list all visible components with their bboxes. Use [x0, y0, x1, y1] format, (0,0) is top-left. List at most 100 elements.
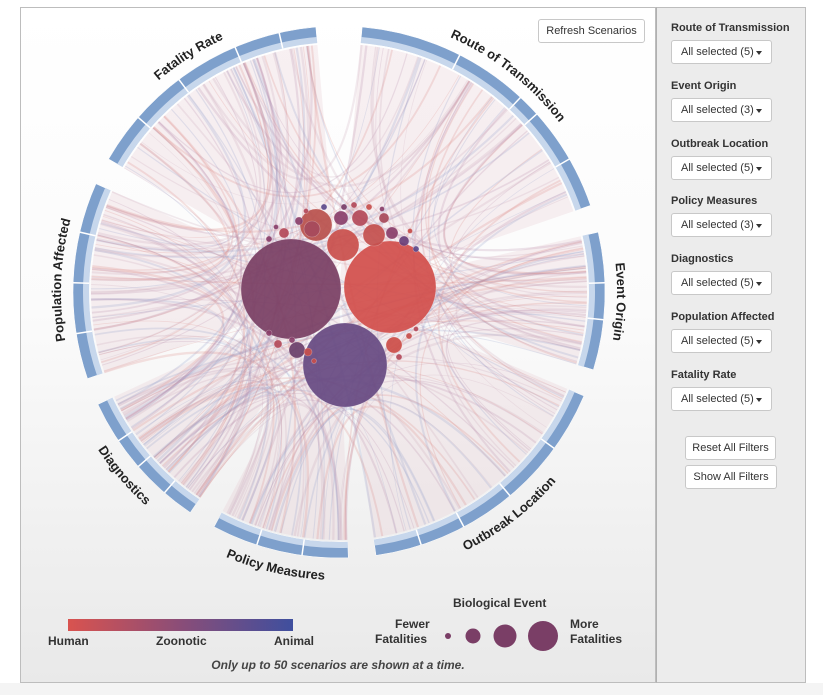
- event-bubble[interactable]: [273, 339, 283, 349]
- chord-ribbon: [306, 46, 587, 274]
- legend-animal-label: Animal: [274, 634, 315, 648]
- chord-ribbon: [91, 57, 279, 314]
- event-bubble[interactable]: [398, 235, 410, 247]
- event-bubble[interactable]: [302, 322, 388, 408]
- chord-ribbon: [127, 161, 246, 473]
- chord-arc-divider: [73, 281, 90, 285]
- event-bubble[interactable]: [265, 235, 273, 243]
- event-bubble[interactable]: [326, 228, 360, 262]
- chord-ribbon: [91, 142, 230, 281]
- chord-ribbon: [144, 191, 566, 447]
- event-bubble[interactable]: [294, 216, 304, 226]
- filter-dropdown-population-affected[interactable]: All selected (5): [671, 329, 772, 353]
- event-bubble[interactable]: [240, 238, 342, 340]
- chord-ribbon: [141, 79, 468, 205]
- chord-ribbon: [99, 336, 232, 444]
- event-bubble[interactable]: [385, 336, 403, 354]
- event-bubble[interactable]: [303, 208, 309, 214]
- chord-ribbon: [137, 379, 271, 518]
- event-bubble[interactable]: [413, 326, 419, 332]
- chord-ribbon: [100, 115, 239, 364]
- reset-all-filters-button[interactable]: Reset All Filters: [685, 436, 776, 460]
- refresh-scenarios-button[interactable]: Refresh Scenarios: [538, 19, 645, 43]
- event-bubble[interactable]: [378, 212, 390, 224]
- filter-dropdown-fatality-rate[interactable]: All selected (5): [671, 386, 772, 411]
- chord-ribbon: [195, 402, 335, 540]
- event-bubble[interactable]: [303, 347, 313, 357]
- chord-ribbon: [91, 123, 522, 282]
- event-bubble[interactable]: [407, 228, 413, 234]
- chord-arc-inner-band: [218, 512, 348, 549]
- chord-ribbon: [248, 241, 583, 524]
- filter-dropdown-outbreak-location[interactable]: All selected (5): [671, 155, 772, 180]
- chord-ribbon: [98, 341, 282, 529]
- chord-ribbon: [252, 59, 585, 262]
- event-bubble[interactable]: [362, 223, 386, 247]
- chord-ribbon: [105, 62, 273, 231]
- event-bubble[interactable]: [412, 245, 420, 253]
- chord-ribbon: [293, 333, 582, 537]
- filter-dropdown-value: All selected (3): [681, 219, 754, 232]
- event-bubble[interactable]: [273, 224, 279, 230]
- chord-ribbon: [419, 247, 584, 509]
- chord-ribbon: [91, 298, 581, 351]
- event-bubble[interactable]: [333, 210, 349, 226]
- more-label: More: [570, 617, 599, 631]
- event-bubble[interactable]: [278, 227, 290, 239]
- event-bubble[interactable]: [351, 209, 369, 227]
- chord-ribbon: [90, 109, 508, 293]
- chord-ribbon: [98, 68, 265, 354]
- chord-ribbon: [98, 52, 289, 354]
- chord-ribbon: [93, 254, 287, 531]
- size-legend-bubble-xs: [445, 633, 451, 639]
- event-bubble[interactable]: [385, 226, 399, 240]
- chord-ribbon: [103, 214, 245, 484]
- chord-ribbon: [443, 124, 587, 275]
- chord-ribbon: [135, 380, 282, 527]
- event-bubble[interactable]: [320, 203, 328, 211]
- chord-ribbon: [446, 293, 588, 450]
- chord-arc-divider: [455, 512, 465, 528]
- event-bubble[interactable]: [265, 329, 273, 337]
- chord-fan: [339, 292, 568, 538]
- filter-dropdown-route-of-transmission[interactable]: All selected (5): [671, 40, 772, 64]
- chord-arc-divider: [76, 330, 93, 335]
- event-bubble[interactable]: [365, 203, 373, 211]
- event-bubble[interactable]: [311, 358, 317, 364]
- chord-ribbon: [94, 62, 272, 258]
- chord-ribbon: [92, 267, 343, 541]
- chord-ribbon: [97, 234, 307, 538]
- filter-dropdown-event-origin[interactable]: All selected (3): [671, 97, 772, 122]
- chord-ribbon: [94, 132, 530, 259]
- event-bubble[interactable]: [379, 206, 385, 212]
- chord-ribbon: [280, 408, 436, 534]
- chord-ribbon: [415, 193, 568, 512]
- chord-arc-divider: [234, 46, 243, 63]
- event-bubble[interactable]: [303, 220, 321, 238]
- event-bubble[interactable]: [343, 240, 437, 334]
- event-bubble[interactable]: [405, 332, 413, 340]
- filter-dropdown-policy-measures[interactable]: All selected (3): [671, 213, 772, 238]
- caret-down-icon: [756, 340, 762, 344]
- chord-ribbon: [96, 76, 258, 251]
- chord-ribbon: [140, 383, 384, 537]
- filter-dropdown-value: All selected (5): [681, 161, 754, 174]
- chord-arc-divider: [278, 32, 284, 49]
- more-fatalities-label: Fatalities: [570, 632, 623, 646]
- filter-dropdown-value: All selected (5): [681, 335, 754, 347]
- filter-dropdown-value: All selected (5): [681, 277, 754, 290]
- event-bubble[interactable]: [350, 201, 358, 209]
- filter-dropdown-diagnostics[interactable]: All selected (5): [671, 271, 772, 296]
- chord-arc-divider: [137, 455, 151, 468]
- chord-ribbon: [154, 387, 275, 519]
- chord-arc-divider: [178, 79, 190, 93]
- event-bubble[interactable]: [340, 203, 348, 211]
- chord-ribbon: [100, 132, 234, 361]
- event-bubble[interactable]: [395, 353, 403, 361]
- event-bubble[interactable]: [288, 336, 296, 344]
- show-all-filters-button[interactable]: Show All Filters: [685, 465, 777, 489]
- filter-label-outbreak-location: Outbreak Location: [671, 137, 769, 150]
- filter-dropdown-value: All selected (3): [681, 103, 754, 116]
- chord-arc-divider: [524, 113, 538, 126]
- event-bubble[interactable]: [288, 341, 306, 359]
